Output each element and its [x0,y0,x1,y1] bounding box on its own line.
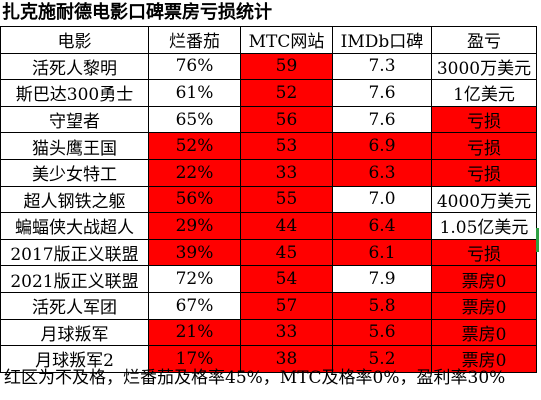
table-row: 斯巴达300勇士 61% 52 7.6 1亿美元 [0,79,537,107]
rt-cell[interactable]: 39% [148,238,241,267]
table-row: 活死人军团 67% 57 5.8 票房0 [0,291,537,320]
rt-cell[interactable]: 21% [148,318,241,347]
mtc-cell[interactable]: 33 [240,158,333,187]
column-header-rotten-tomatoes[interactable]: 烂番茄 [148,26,241,54]
rt-cell[interactable]: 22% [148,158,241,187]
mtc-cell[interactable]: 59 [240,52,333,81]
table-row: 守望者 65% 56 7.6 亏损 [0,105,537,134]
rt-cell[interactable]: 76% [148,52,241,81]
film-cell[interactable]: 2017版正义联盟 [0,238,149,267]
film-cell[interactable]: 超人钢铁之躯 [0,185,149,214]
film-cell[interactable]: 活死人军团 [0,291,149,320]
rt-cell[interactable]: 56% [148,185,241,214]
imdb-cell[interactable]: 5.8 [332,291,432,320]
rt-cell[interactable]: 67% [148,291,241,320]
column-header-film[interactable]: 电影 [0,26,149,54]
imdb-cell[interactable]: 6.4 [332,212,432,240]
profit-cell[interactable]: 1亿美元 [431,79,537,107]
profit-cell[interactable]: 票房0 [431,291,537,320]
film-cell[interactable]: 2021版正义联盟 [0,265,149,293]
table-row: 猫头鹰王国 52% 53 6.9 亏损 [0,132,537,160]
table-row: 2017版正义联盟 39% 45 6.1 亏损 [0,238,537,267]
imdb-cell[interactable]: 5.6 [332,318,432,347]
film-cell[interactable]: 美少女特工 [0,158,149,187]
rt-cell[interactable]: 72% [148,265,241,293]
imdb-cell[interactable]: 6.3 [332,158,432,187]
header-row: 电影 烂番茄 MTC网站 IMDb口碑 盈亏 [0,26,537,54]
film-cell[interactable]: 蝙蝠侠大战超人 [0,212,149,240]
table-row: 美少女特工 22% 33 6.3 亏损 [0,158,537,187]
profit-cell[interactable]: 亏损 [431,105,537,134]
mtc-cell[interactable]: 54 [240,265,333,293]
profit-cell[interactable]: 1.05亿美元 [431,212,537,240]
column-header-imdb[interactable]: IMDb口碑 [332,26,432,54]
mtc-cell[interactable]: 57 [240,291,333,320]
column-header-mtc[interactable]: MTC网站 [240,26,333,54]
rt-cell[interactable]: 17% [148,345,241,373]
mtc-cell[interactable]: 53 [240,132,333,160]
mtc-cell[interactable]: 45 [240,238,333,267]
sheet-title: 扎克施耐德电影口碑票房亏损统计 [2,2,272,23]
summary-note: 红区为不及格，烂番茄及格率45%，MTC及格率0%，盈利率30% [4,368,506,388]
imdb-cell[interactable]: 7.3 [332,52,432,81]
imdb-cell[interactable]: 7.6 [332,105,432,134]
profit-cell[interactable]: 亏损 [431,132,537,160]
table-row: 月球叛军2 17% 38 5.2 票房0 [0,345,537,373]
table-row: 超人钢铁之躯 56% 55 7.0 4000万美元 [0,185,537,214]
table-row: 2021版正义联盟 72% 54 7.9 票房0 [0,265,537,293]
profit-cell[interactable]: 票房0 [431,265,537,293]
profit-cell[interactable]: 亏损 [431,158,537,187]
profit-cell[interactable]: 亏损 [431,238,537,267]
column-header-profit[interactable]: 盈亏 [431,26,537,54]
film-cell[interactable]: 月球叛军2 [0,345,149,373]
movie-table: 电影 烂番茄 MTC网站 IMDb口碑 盈亏 活死人黎明 76% 59 7.3 … [0,26,537,373]
profit-cell[interactable]: 3000万美元 [431,52,537,81]
rt-cell[interactable]: 52% [148,132,241,160]
imdb-cell[interactable]: 6.1 [332,238,432,267]
film-cell[interactable]: 月球叛军 [0,318,149,347]
profit-cell[interactable]: 票房0 [431,345,537,373]
profit-cell[interactable]: 票房0 [431,318,537,347]
table-row: 月球叛军 21% 33 5.6 票房0 [0,318,537,347]
mtc-cell[interactable]: 55 [240,185,333,214]
mtc-cell[interactable]: 52 [240,79,333,107]
profit-cell[interactable]: 4000万美元 [431,185,537,214]
rt-cell[interactable]: 65% [148,105,241,134]
imdb-cell[interactable]: 5.2 [332,345,432,373]
imdb-cell[interactable]: 7.6 [332,79,432,107]
mtc-cell[interactable]: 38 [240,345,333,373]
film-cell[interactable]: 守望者 [0,105,149,134]
mtc-cell[interactable]: 56 [240,105,333,134]
rt-cell[interactable]: 29% [148,212,241,240]
mtc-cell[interactable]: 33 [240,318,333,347]
mtc-cell[interactable]: 44 [240,212,333,240]
film-cell[interactable]: 斯巴达300勇士 [0,79,149,107]
film-cell[interactable]: 猫头鹰王国 [0,132,149,160]
table-row: 蝙蝠侠大战超人 29% 44 6.4 1.05亿美元 [0,212,537,240]
rt-cell[interactable]: 61% [148,79,241,107]
imdb-cell[interactable]: 7.9 [332,265,432,293]
cell-selection-marker [536,228,539,252]
imdb-cell[interactable]: 7.0 [332,185,432,214]
table-row: 活死人黎明 76% 59 7.3 3000万美元 [0,52,537,81]
film-cell[interactable]: 活死人黎明 [0,52,149,81]
imdb-cell[interactable]: 6.9 [332,132,432,160]
